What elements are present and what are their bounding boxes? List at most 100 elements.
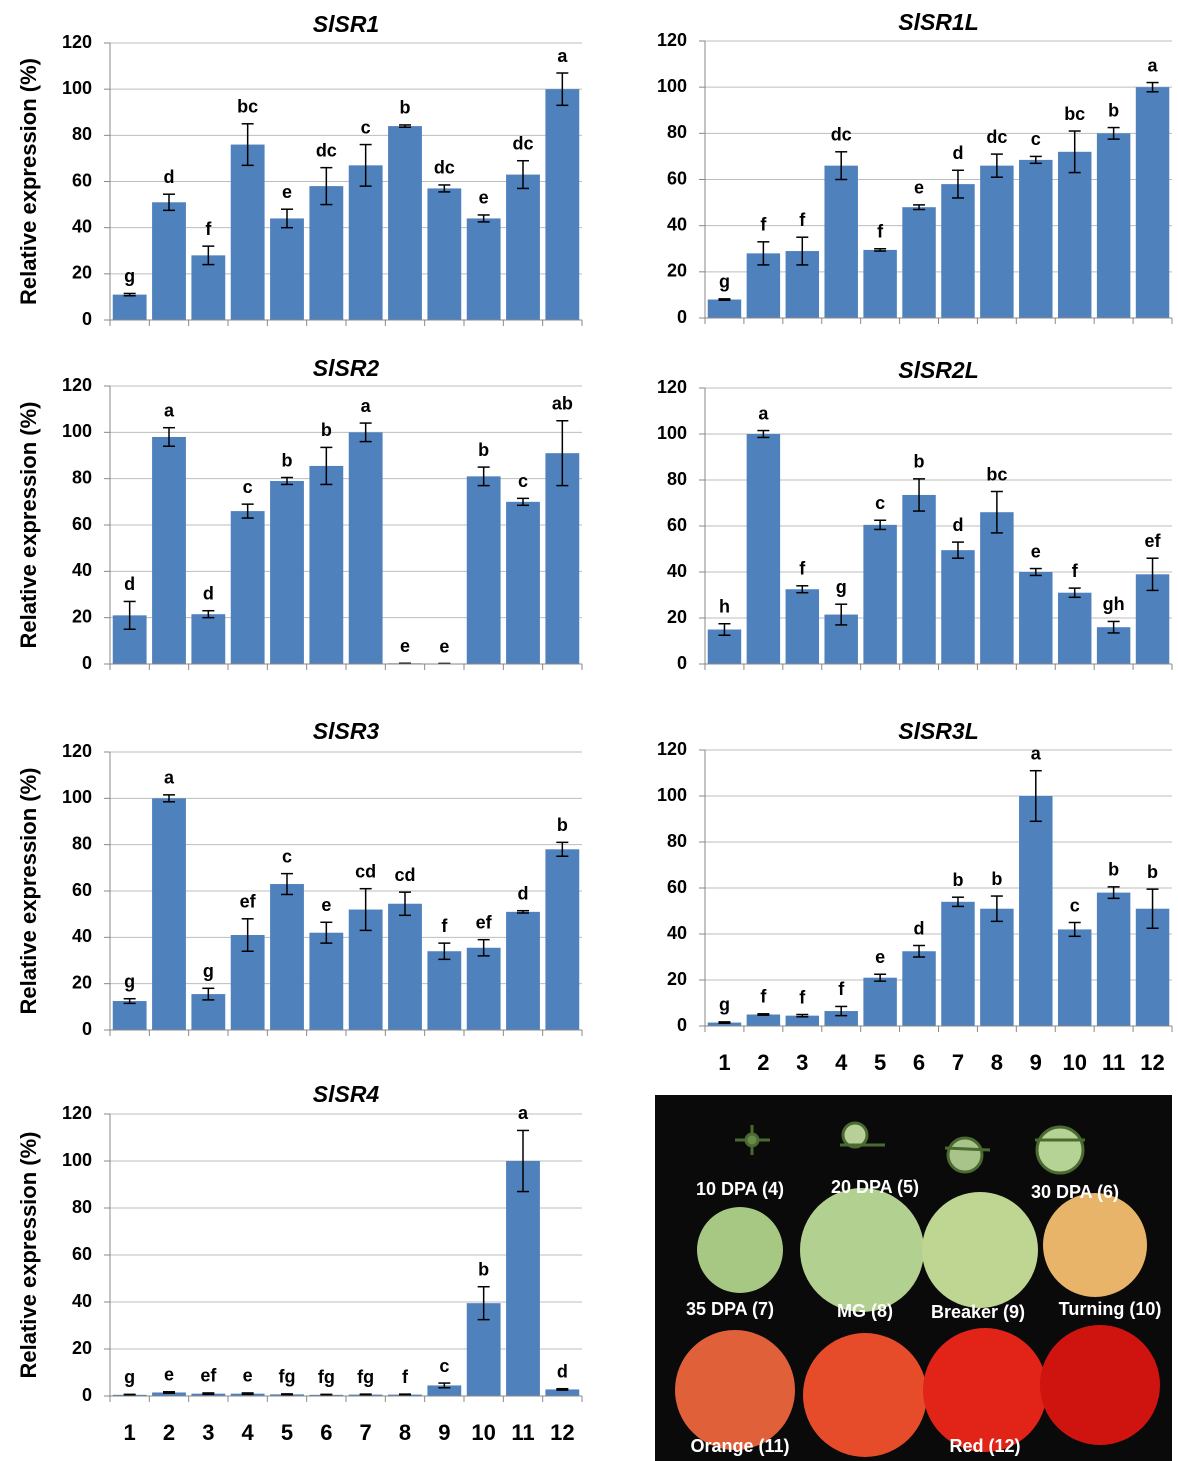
x-tick-label: 10	[1062, 1050, 1086, 1075]
x-tick-label: 9	[1030, 1050, 1042, 1075]
y-tick-label: 80	[72, 124, 92, 144]
bar	[1097, 893, 1130, 1026]
photo-label: MG (8)	[837, 1301, 893, 1321]
significance-letter: b	[557, 815, 568, 835]
y-tick-label: 40	[72, 1291, 92, 1311]
photo-label: 30 DPA (6)	[1031, 1182, 1119, 1202]
fruit-photo	[655, 1095, 1172, 1461]
significance-letter: b	[1108, 100, 1119, 120]
significance-letter: f	[760, 987, 767, 1007]
significance-letter: e	[439, 636, 449, 656]
bar	[270, 481, 304, 664]
significance-letter: h	[719, 597, 730, 617]
significance-letter: b	[321, 420, 332, 440]
significance-letter: ef	[200, 1366, 217, 1386]
significance-letter: g	[719, 995, 730, 1015]
y-tick-label: 80	[667, 469, 687, 489]
significance-letter: g	[719, 272, 730, 292]
significance-letter: e	[164, 1365, 174, 1385]
y-tick-label: 100	[657, 785, 687, 805]
significance-letter: ef	[476, 912, 493, 932]
y-tick-label: 100	[62, 421, 92, 441]
bar	[467, 476, 501, 664]
y-tick-label: 100	[62, 78, 92, 98]
x-tick-label: 4	[835, 1050, 848, 1075]
significance-letter: fg	[357, 1367, 374, 1387]
chart-title: SlSR1	[313, 11, 379, 37]
significance-letter: bc	[986, 464, 1007, 484]
significance-letter: a	[164, 768, 175, 788]
y-tick-label: 60	[667, 168, 687, 188]
x-tick-label: 7	[360, 1420, 372, 1445]
chart-panel: 020406080100120gdfbcedccbdcedcaSlSR1Rela…	[16, 11, 582, 329]
fruit-red-2	[923, 1328, 1047, 1452]
bar	[427, 188, 461, 320]
significance-letter: d	[164, 167, 175, 187]
significance-letter: d	[557, 1361, 568, 1381]
photo-label: 10 DPA (4)	[696, 1179, 784, 1199]
y-tick-label: 60	[667, 877, 687, 897]
chart-panel: 020406080100120dadcbbaeebcabSlSR2Relativ…	[16, 355, 582, 673]
y-tick-label: 80	[667, 831, 687, 851]
y-axis-label: Relative expression (%)	[16, 58, 41, 305]
significance-letter: b	[478, 440, 489, 460]
bar	[388, 904, 422, 1030]
chart-panel: 020406080100120gffdcfeddccbcbaSlSR1L	[657, 9, 1172, 327]
significance-letter: c	[1070, 895, 1080, 915]
x-tick-label: 8	[399, 1420, 411, 1445]
bar	[427, 951, 461, 1030]
y-tick-label: 40	[72, 926, 92, 946]
error-bar	[360, 1394, 372, 1395]
significance-letter: bc	[1064, 104, 1085, 124]
bar	[152, 798, 186, 1030]
significance-letter: g	[124, 971, 135, 991]
significance-letter: f	[799, 210, 806, 230]
fruit-turning	[1043, 1193, 1147, 1297]
significance-letter: e	[1031, 541, 1041, 561]
bar	[506, 175, 540, 320]
significance-letter: d	[203, 583, 214, 603]
x-tick-label: 2	[757, 1050, 769, 1075]
significance-letter: e	[400, 636, 410, 656]
y-tick-label: 80	[667, 122, 687, 142]
significance-letter: dc	[512, 133, 533, 153]
y-axis-label: Relative expression (%)	[16, 1132, 41, 1379]
y-tick-label: 120	[62, 1103, 92, 1123]
significance-letter: b	[991, 869, 1002, 889]
y-tick-label: 80	[72, 467, 92, 487]
bar	[747, 434, 780, 664]
x-tick-label: 12	[550, 1420, 574, 1445]
bar	[309, 186, 343, 320]
y-axis-label: Relative expression (%)	[16, 402, 41, 649]
bar	[309, 466, 343, 664]
bar	[1058, 593, 1091, 664]
significance-letter: f	[877, 222, 884, 242]
significance-letter: d	[518, 883, 529, 903]
bar	[747, 1015, 780, 1027]
figure: 020406080100120gdfbcedccbdcedcaSlSR1Rela…	[0, 0, 1178, 1461]
significance-letter: f	[441, 916, 448, 936]
significance-letter: cd	[394, 865, 415, 885]
y-tick-label: 120	[657, 739, 687, 759]
significance-letter: g	[203, 961, 214, 981]
significance-letter: a	[1031, 743, 1042, 763]
bar	[545, 849, 579, 1030]
x-tick-label: 8	[991, 1050, 1003, 1075]
error-bar	[757, 1014, 769, 1015]
bar	[467, 218, 501, 320]
y-tick-label: 20	[667, 969, 687, 989]
y-tick-label: 60	[72, 170, 92, 190]
y-tick-label: 40	[667, 561, 687, 581]
x-tick-label: 6	[320, 1420, 332, 1445]
bar	[270, 218, 304, 320]
error-bar	[163, 1392, 175, 1393]
y-tick-label: 40	[72, 216, 92, 236]
chart-title: SlSR2	[313, 355, 380, 381]
bar	[309, 933, 343, 1030]
bar	[941, 184, 974, 318]
y-tick-label: 20	[72, 1338, 92, 1358]
significance-letter: e	[321, 895, 331, 915]
significance-letter: b	[478, 1259, 489, 1279]
y-tick-label: 120	[657, 30, 687, 50]
